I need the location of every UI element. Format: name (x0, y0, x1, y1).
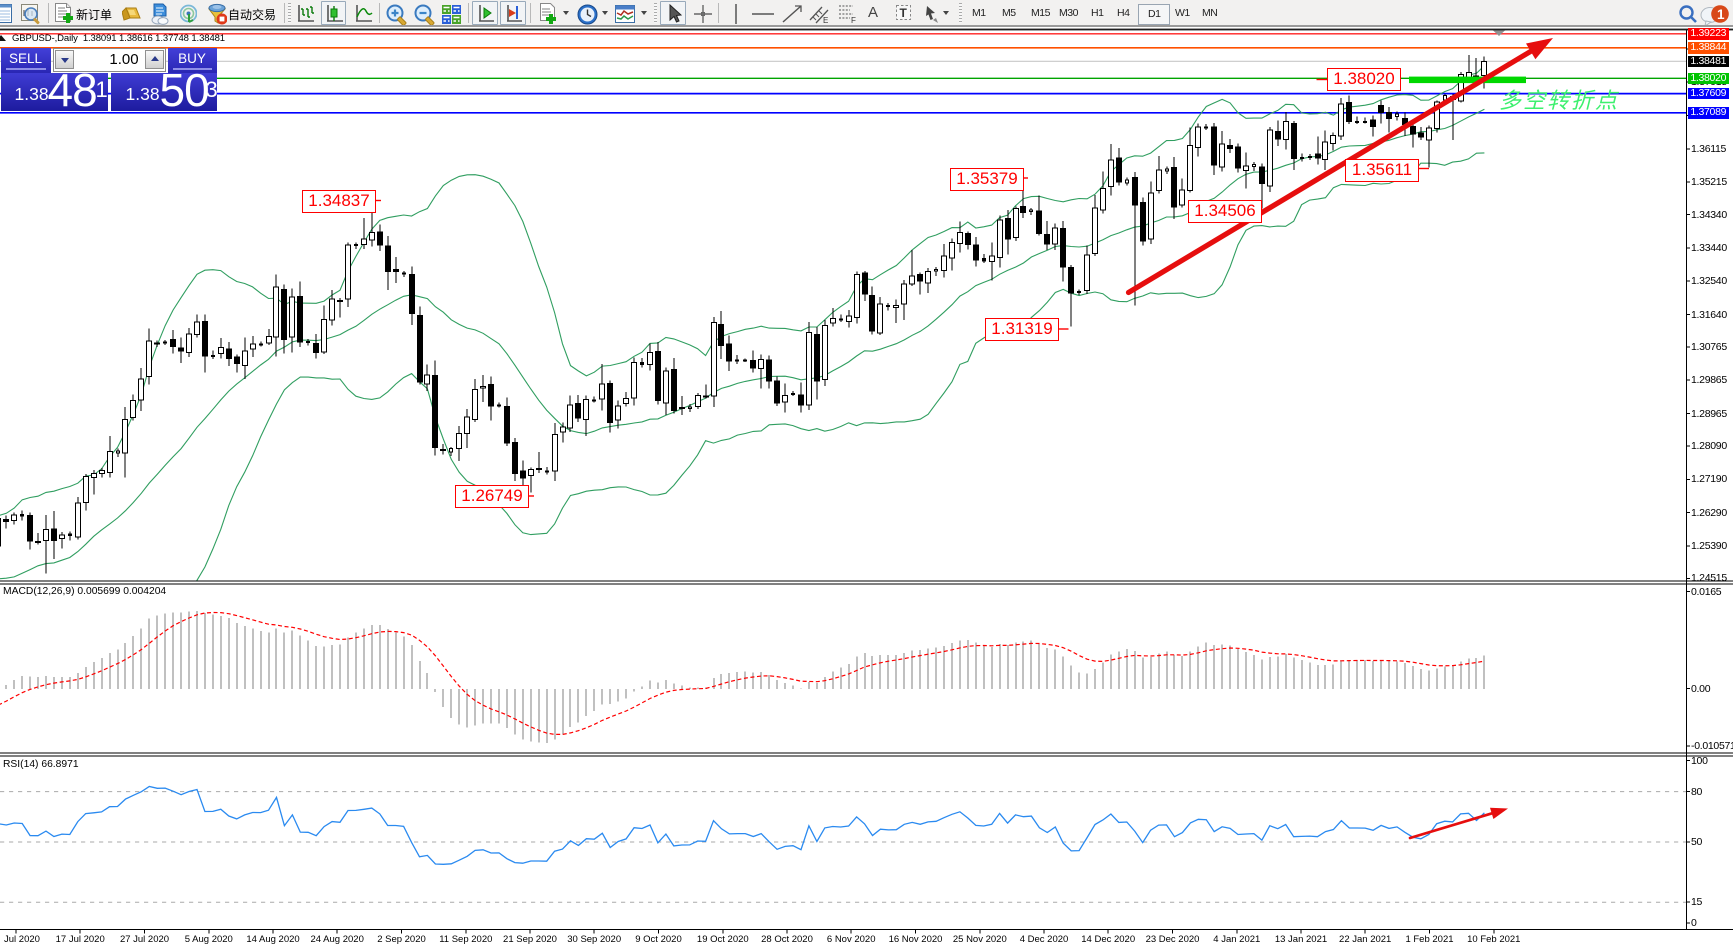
svg-text:E: E (823, 16, 828, 24)
svg-text:1: 1 (1717, 7, 1725, 22)
svg-text:T: T (900, 6, 908, 20)
svg-text:F: F (851, 16, 856, 24)
